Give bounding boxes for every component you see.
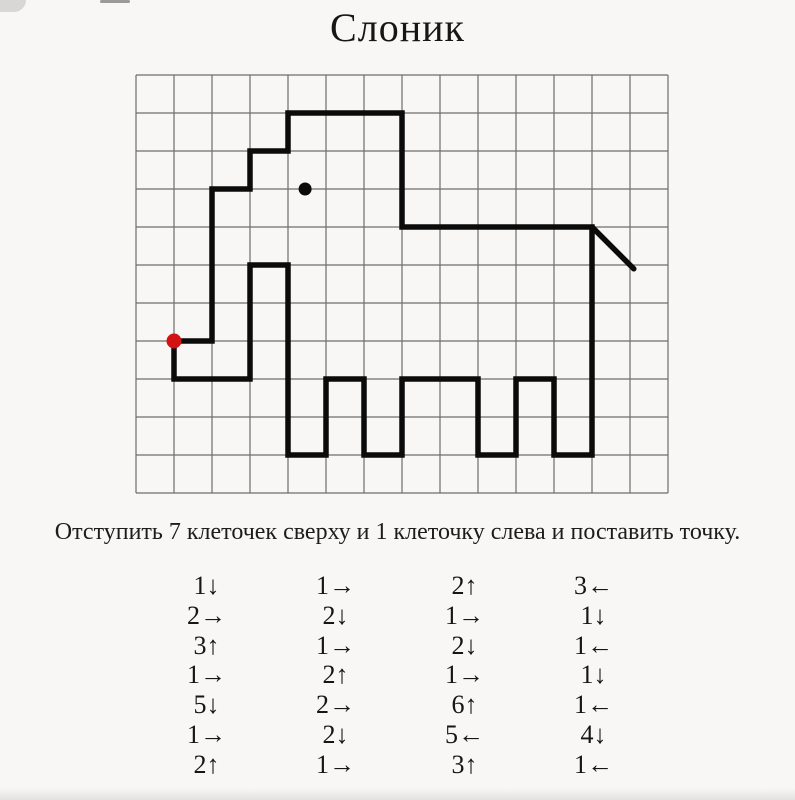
step-cell: 1↓ <box>193 571 220 600</box>
step-cell: 3← <box>574 571 613 600</box>
step-cell: 2↑ <box>322 660 349 690</box>
step-cell: 1→ <box>316 630 355 660</box>
scan-artifact-dash <box>100 0 130 3</box>
elephant-outline <box>171 110 595 458</box>
start-dot <box>166 333 182 349</box>
scan-artifact-corner <box>0 0 26 12</box>
scan-edge-artifact <box>0 788 795 800</box>
step-cell: 5↓ <box>193 690 220 719</box>
step-cell: 1← <box>574 630 613 660</box>
step-cell: 2↓ <box>322 719 349 749</box>
instruction-text: Отступить 7 клеточек сверху и 1 клеточку… <box>54 519 741 545</box>
step-cell: 2↓ <box>451 630 478 660</box>
step-cell: 2↓ <box>322 600 349 630</box>
step-cell: 2→ <box>187 600 226 630</box>
steps-table: 1↓ 1→ 2↑ 3← 2→ 2↓ 1→ 1↓ 3↑ 1→ 2↓ 1← 1→ 2… <box>142 571 658 779</box>
step-cell: 3↑ <box>193 630 220 660</box>
step-cell: 6↑ <box>451 690 478 719</box>
step-cell: 1→ <box>445 600 484 630</box>
step-cell: 1↓ <box>580 600 607 630</box>
step-cell: 2↑ <box>451 571 478 600</box>
page-title: Слоник <box>330 5 465 50</box>
step-cell: 1→ <box>187 719 226 749</box>
step-cell: 4↓ <box>580 719 607 749</box>
step-cell: 1← <box>574 749 613 779</box>
step-cell: 1→ <box>187 660 226 690</box>
step-cell: 1← <box>574 690 613 719</box>
elephant-eye-dot <box>298 182 312 196</box>
dictation-grid <box>135 74 669 494</box>
step-cell: 2→ <box>316 690 355 719</box>
step-cell: 5← <box>445 719 484 749</box>
step-cell: 1→ <box>316 749 355 779</box>
step-cell: 1→ <box>316 571 355 600</box>
elephant-tail <box>589 224 637 272</box>
step-cell: 1→ <box>445 660 484 690</box>
step-cell: 1↓ <box>580 660 607 690</box>
step-cell: 3↑ <box>451 749 478 779</box>
step-cell: 2↑ <box>193 749 220 779</box>
